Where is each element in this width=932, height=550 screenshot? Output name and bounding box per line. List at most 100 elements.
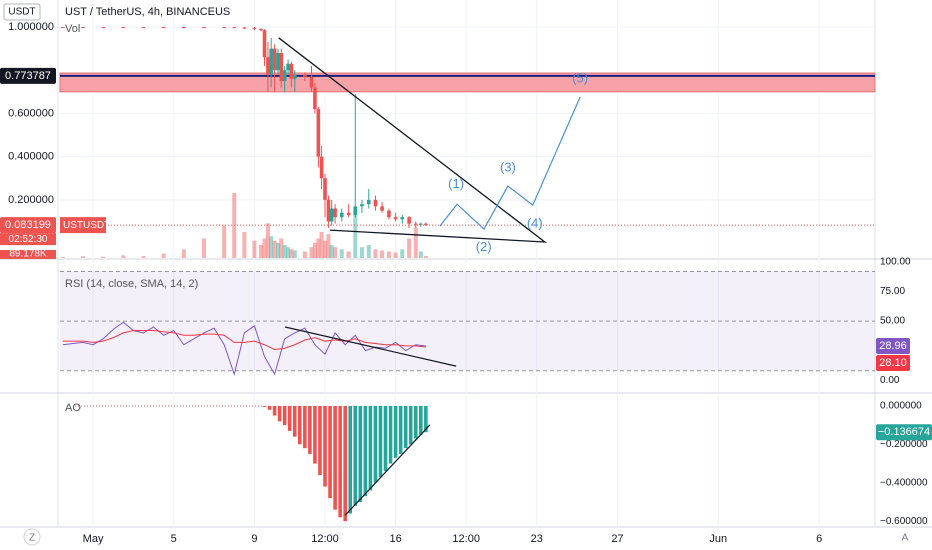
candle-body [222, 27, 226, 29]
volume-bar [423, 256, 428, 258]
y-tick-label: 75.00 [880, 286, 905, 297]
volume-bar [181, 249, 186, 258]
volume-bar [319, 232, 324, 258]
x-tick-label: 23 [531, 533, 543, 545]
candle-body [413, 223, 418, 225]
candle-body [292, 74, 297, 79]
candle-body [360, 204, 364, 207]
candle-body [407, 217, 411, 224]
candle-body [366, 199, 371, 205]
candle-body [313, 87, 317, 110]
wave-label: (3) [500, 160, 516, 175]
countdown-box [0, 233, 56, 246]
volume-bar [326, 234, 331, 258]
ao-bar [298, 405, 302, 445]
volume-bar [265, 223, 270, 258]
currency-box[interactable] [3, 3, 41, 21]
ao-bar [383, 405, 388, 472]
y-tick-label: 0.200000 [8, 194, 54, 206]
ao-bar [272, 405, 277, 416]
ao-bar [303, 405, 307, 449]
volume-bar [333, 247, 338, 258]
wave-label: (2) [476, 239, 492, 254]
volume-bar [60, 256, 65, 258]
zoom-button[interactable] [23, 528, 41, 546]
candle-body [276, 52, 280, 71]
y-tick-label: −0.400000 [880, 477, 928, 488]
ao-bar [393, 405, 398, 458]
countdown: 02:52:30 [9, 234, 48, 245]
ao-bar [368, 405, 373, 491]
x-tick-label: 5 [171, 533, 177, 545]
y-tick-label: 0.00 [880, 375, 900, 386]
candle-body [262, 30, 267, 58]
volume-label-box [0, 250, 56, 259]
trend-line [344, 424, 431, 516]
candle-body [333, 208, 337, 218]
ao-bar [413, 405, 418, 439]
volume-bar [323, 240, 328, 258]
ao-bar [353, 405, 358, 506]
x-tick-label: 16 [389, 533, 401, 545]
rsi-value-box [876, 337, 910, 354]
ao-bar [323, 405, 327, 487]
ao-bar [313, 405, 317, 464]
candle-body [259, 29, 263, 31]
candle-body [182, 27, 186, 29]
volume-bar [312, 242, 317, 258]
ao-bar [398, 405, 403, 454]
volume-bar [259, 245, 264, 258]
ao-bar [287, 405, 292, 431]
candle-body [353, 206, 358, 215]
volume-bar [242, 232, 247, 258]
candle-body [279, 52, 284, 82]
ao-bar [388, 405, 393, 464]
volume-bar [252, 240, 257, 258]
volume-title: Vol [65, 23, 80, 35]
wave-path [439, 96, 581, 231]
ao-bar [348, 405, 353, 514]
volume-bar [366, 245, 371, 258]
auto-scale[interactable]: A [902, 533, 909, 544]
volume-bar [101, 256, 106, 258]
candle-body [286, 63, 290, 71]
symbol-box [60, 217, 106, 234]
ao-value: −0.136674 [878, 426, 930, 438]
ao-bar [338, 405, 342, 518]
candle-body [232, 27, 237, 29]
ao-bar [343, 405, 347, 522]
ao-bar [262, 405, 267, 407]
y-tick-label: 1.000000 [8, 21, 54, 33]
volume-bar [386, 251, 391, 258]
candle-body [282, 70, 287, 82]
y-tick-label: 0.000000 [880, 401, 922, 412]
x-tick-label: 6 [816, 533, 822, 545]
candle-body [400, 217, 405, 220]
sma-value: 28.10 [879, 357, 907, 369]
y-tick-label: 100.00 [880, 257, 911, 268]
pane-title: AO [65, 402, 81, 414]
candle-body [329, 208, 334, 222]
y-tick-label: 0.400000 [8, 151, 54, 163]
candle-body [393, 217, 398, 220]
rsi-line [62, 330, 426, 350]
volume-bar [121, 255, 126, 258]
volume-bar [141, 256, 146, 258]
ao-bar [277, 405, 282, 422]
ao-bar [333, 405, 337, 510]
ao-bar [424, 405, 428, 433]
candle-body [289, 63, 294, 79]
volume-bar [400, 249, 405, 258]
level-label-box [0, 67, 56, 84]
volume-bar [418, 251, 423, 258]
candle-body [419, 223, 423, 225]
volume-bar [262, 238, 267, 258]
ao-bar [292, 405, 297, 437]
y-tick-label: 50.00 [880, 316, 905, 327]
chart-title: UST / TetherUS, 4h, BINANCEUS [65, 6, 230, 18]
pane-title: RSI (14, close, SMA, 14, 2) [65, 278, 198, 290]
volume-bar [407, 238, 412, 258]
candle-body [141, 27, 146, 29]
wave-label: (5) [572, 70, 588, 85]
